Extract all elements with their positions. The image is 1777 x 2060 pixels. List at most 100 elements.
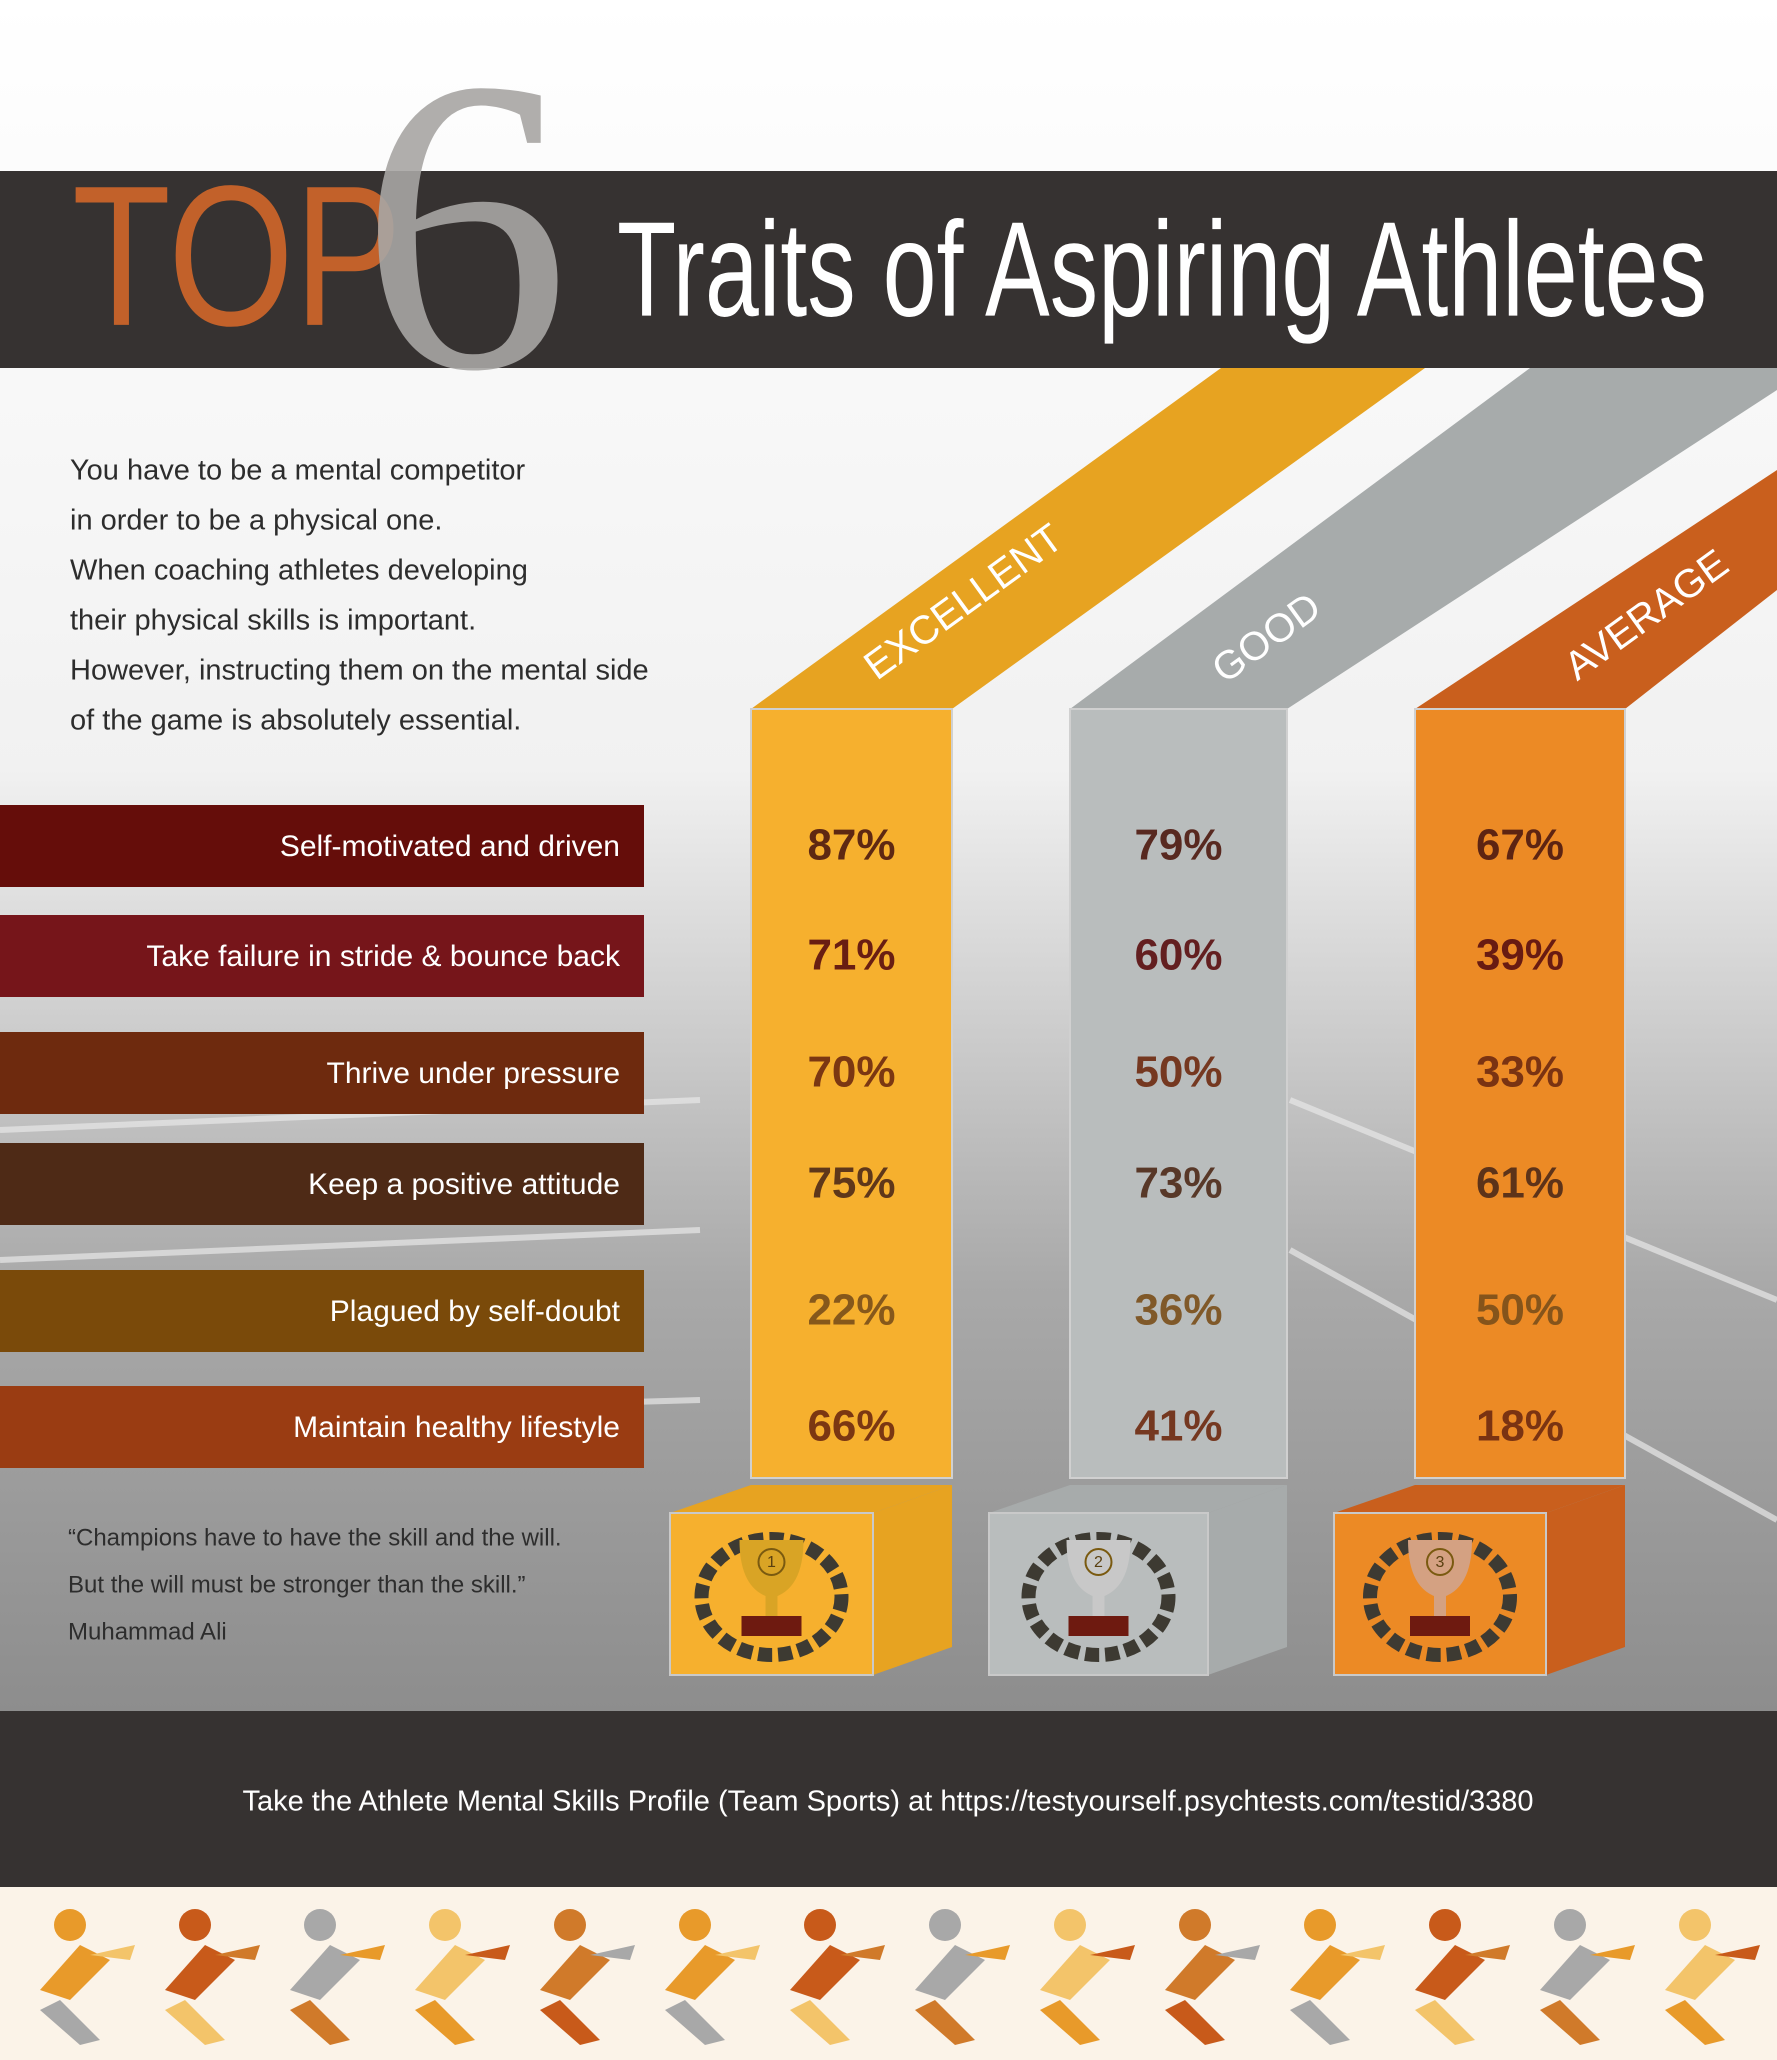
trophy-stem [1434,1596,1446,1616]
footer-text: Take the Athlete Mental Skills Profile (… [242,1786,1533,1818]
runner-leg [165,2000,225,2045]
top-word: TOP [72,145,402,368]
runner-leg [1540,2000,1600,2045]
runner-leg [540,2000,600,2045]
runner-head [679,1909,711,1941]
runner-head [1429,1909,1461,1941]
quote-line: Muhammad Ali [68,1618,227,1645]
trait-value: 75% [807,1159,895,1208]
laurel [694,1532,849,1662]
runner-arm [465,1945,510,1960]
runner-head [1054,1909,1086,1941]
trophy-rank: 1 [767,1554,776,1571]
trait-value: 41% [1134,1402,1222,1451]
trait-value: 61% [1476,1159,1564,1208]
trophy-base [1068,1616,1129,1636]
intro-line: However, instructing them on the mental … [70,655,649,687]
column-ribbon [1070,368,1777,709]
pedestal-side [1208,1485,1287,1675]
pedestal-side [873,1485,952,1675]
runner-body [1165,1945,1235,2000]
runner-leg [415,2000,475,2045]
quote-line: But the will must be stronger than the s… [68,1571,526,1598]
trait-label: Plagued by self-doubt [330,1295,621,1328]
runner-leg [665,2000,725,2045]
column [750,708,953,1479]
trophy-stem [1092,1596,1105,1616]
runner-body [665,1945,735,2000]
runner-body [415,1945,485,2000]
runner-body [1665,1945,1735,2000]
trophy-badge [1426,1548,1454,1576]
trait-value: 87% [807,821,895,870]
runner-head [929,1909,961,1941]
trait-value: 66% [807,1402,895,1451]
runner-body [1290,1945,1360,2000]
trophy-badge [757,1548,786,1576]
laurel [1363,1532,1517,1662]
trait-bar [0,805,644,887]
runner-arm [1590,1945,1635,1960]
runner-head [1179,1909,1211,1941]
runner-arm [840,1945,885,1960]
intro-line: of the game is absolutely essential. [70,705,521,737]
header-bar [0,171,1777,368]
runner-arm [1340,1945,1385,1960]
runner-leg [1665,2000,1725,2045]
top-number: 6 [360,0,570,457]
column [1069,708,1288,1479]
runner-leg [915,2000,975,2045]
runner-leg [1415,2000,1475,2045]
runner-body [915,1945,985,2000]
pedestal-side [1546,1485,1625,1675]
trophy-rank: 2 [1094,1554,1103,1571]
quote-line: “Champions have to have the skill and th… [68,1524,562,1551]
trophy-rank: 3 [1436,1554,1445,1571]
intro-line: in order to be a physical one. [70,505,442,537]
runner-arm [715,1945,760,1960]
trait-bar [0,1032,644,1114]
trait-value: 73% [1134,1159,1222,1208]
trait-value: 50% [1476,1286,1564,1335]
runner-body [165,1945,235,2000]
trait-value: 18% [1476,1402,1564,1451]
runner-body [1415,1945,1485,2000]
trait-value: 71% [807,931,895,980]
trait-label: Self-motivated and driven [280,830,620,863]
runner-head [1679,1909,1711,1941]
trait-bar [0,915,644,997]
intro-line: You have to be a mental competitor [70,455,526,487]
main-title: Traits of Aspiring Athletes [617,194,1707,345]
laurel [1021,1532,1176,1662]
trait-label: Keep a positive attitude [308,1168,620,1201]
trophy-base [741,1616,802,1636]
runner-body [290,1945,360,2000]
trait-bar [0,1386,644,1468]
runner-leg [1290,2000,1350,2045]
runner-leg [290,2000,350,2045]
runner-strip [0,1887,1777,2060]
trophy-cup [739,1540,804,1598]
runner-body [790,1945,860,2000]
pedestal-top [1334,1485,1625,1513]
pedestal-top [670,1485,952,1513]
runner-leg [40,2000,100,2045]
trait-value: 50% [1134,1048,1222,1097]
trait-value: 36% [1134,1286,1222,1335]
runner-head [429,1909,461,1941]
trait-value: 79% [1134,821,1222,870]
trait-bar [0,1270,644,1352]
trait-value: 70% [807,1048,895,1097]
runner-arm [1090,1945,1135,1960]
trait-value: 22% [807,1286,895,1335]
runner-body [1540,1945,1610,2000]
runner-head [179,1909,211,1941]
trait-value: 67% [1476,821,1564,870]
runner-arm [215,1945,260,1960]
runner-head [1554,1909,1586,1941]
runner-head [54,1909,86,1941]
runner-arm [1715,1945,1760,1960]
runner-arm [1215,1945,1260,1960]
footer-bar [0,1711,1777,1887]
trophy-cup [1408,1540,1472,1598]
